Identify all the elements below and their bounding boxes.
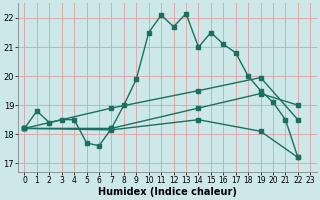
X-axis label: Humidex (Indice chaleur): Humidex (Indice chaleur) [98,187,237,197]
